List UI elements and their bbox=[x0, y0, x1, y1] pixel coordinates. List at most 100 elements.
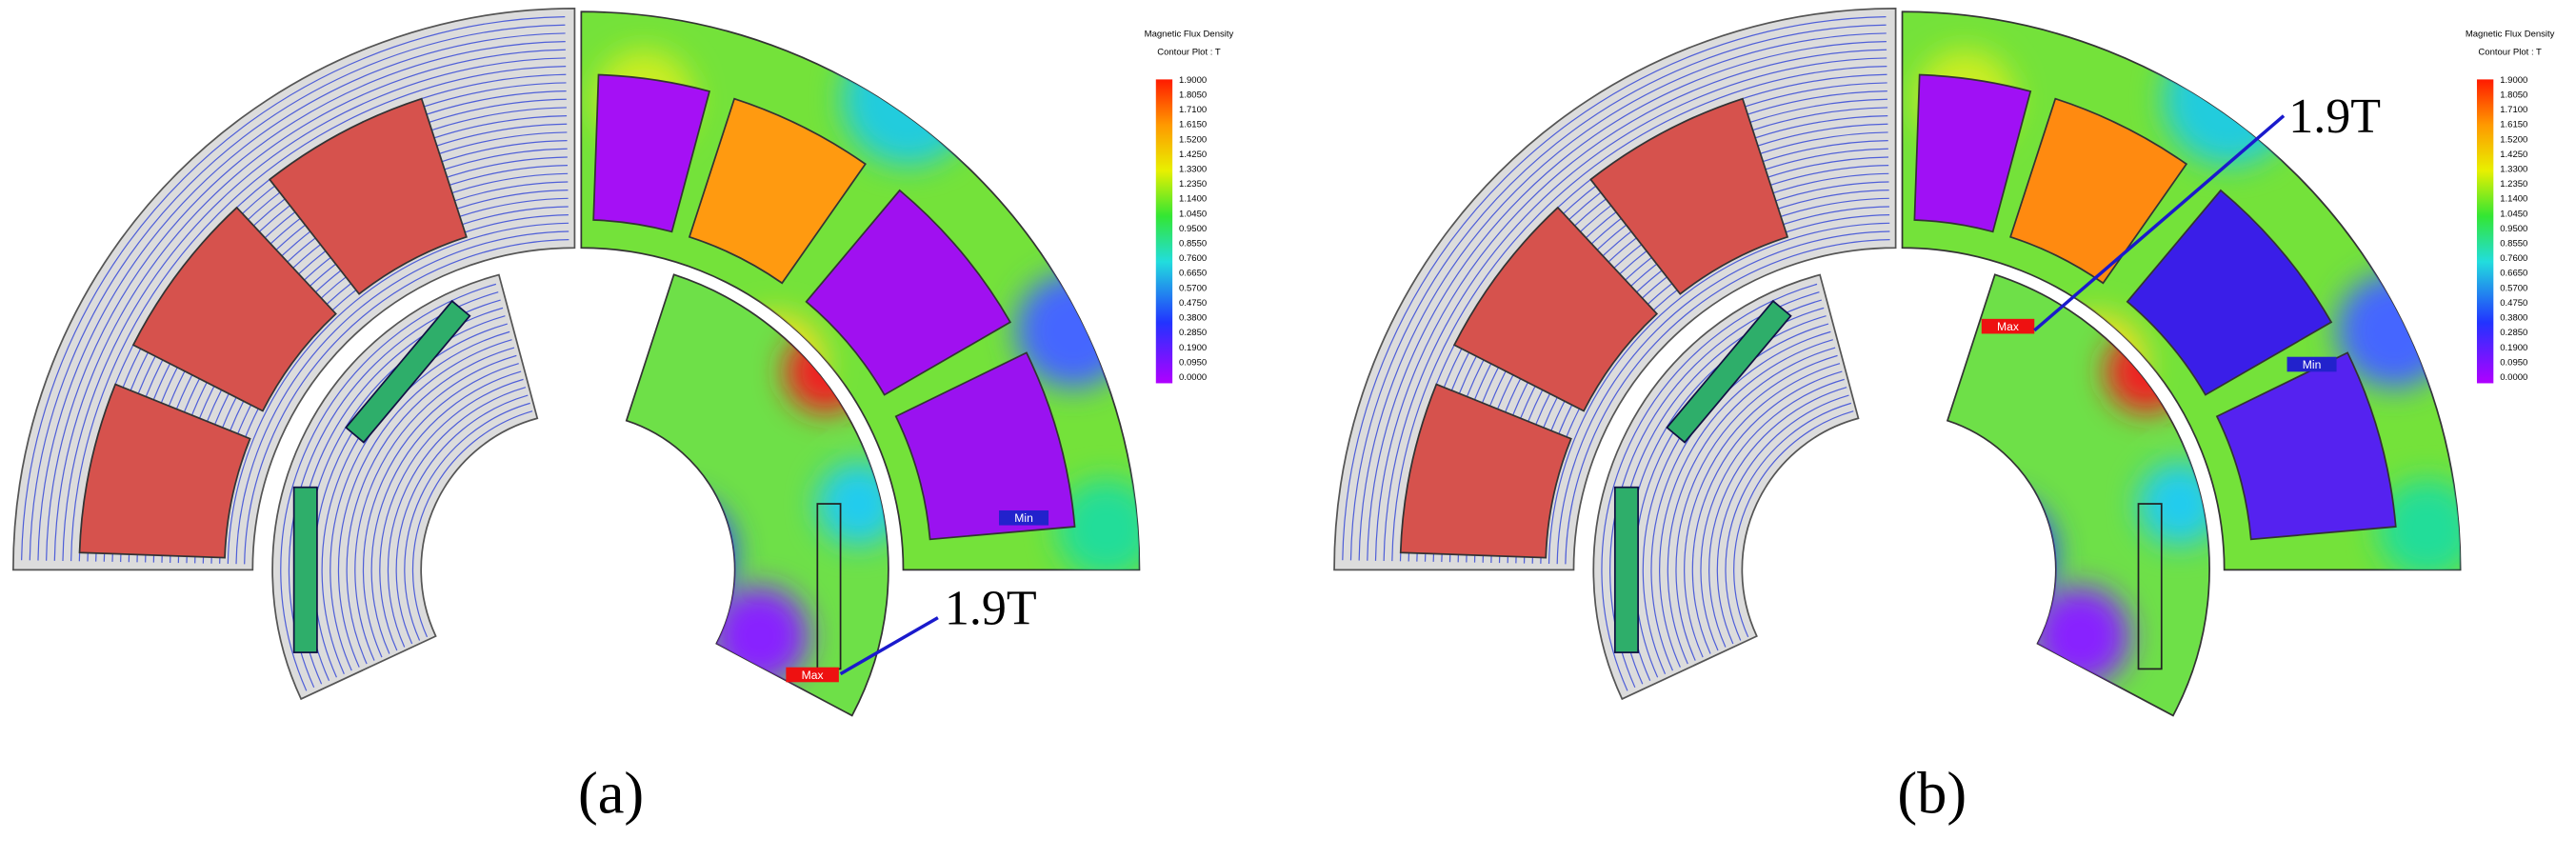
legend-tick: 1.8050 bbox=[2500, 90, 2527, 100]
flux-line bbox=[346, 347, 515, 665]
legend-tick: 1.2350 bbox=[1179, 179, 1207, 190]
max-box bbox=[786, 667, 839, 683]
flux-line bbox=[1700, 378, 1845, 651]
flux-line bbox=[235, 230, 569, 565]
legend-tick: 0.0950 bbox=[2500, 357, 2527, 368]
legend-title: Magnetic Flux Density bbox=[2466, 29, 2555, 39]
colorbar bbox=[2476, 79, 2494, 384]
max-label: Max bbox=[802, 669, 824, 682]
coil bbox=[1589, 97, 1789, 295]
flux-line bbox=[1667, 347, 1836, 665]
coil bbox=[805, 189, 1012, 396]
legend-tick: 0.5700 bbox=[2500, 283, 2527, 293]
flux-line bbox=[321, 323, 508, 674]
flux-line bbox=[329, 330, 510, 671]
legend-tick: 1.4250 bbox=[2500, 150, 2527, 160]
coil bbox=[592, 73, 711, 233]
legend-tick: 1.5200 bbox=[2500, 134, 2527, 145]
legend-tick: 0.2850 bbox=[2500, 328, 2527, 338]
flux-line bbox=[1383, 57, 1887, 562]
flux-line bbox=[1675, 354, 1838, 661]
magnet bbox=[1613, 486, 1639, 653]
min-label: Min bbox=[1014, 511, 1033, 525]
legend-tick: 1.0450 bbox=[1179, 209, 1207, 219]
legend-tick: 0.0000 bbox=[2500, 372, 2527, 383]
coil bbox=[894, 351, 1076, 541]
panel: Max Min 1.9T Magnetic Flux Density Contour P… bbox=[1333, 7, 2555, 826]
legend-tick: 0.1900 bbox=[1179, 343, 1207, 353]
flux-line bbox=[1391, 65, 1887, 562]
legend-tick: 0.7600 bbox=[2500, 253, 2527, 264]
flux-line bbox=[404, 402, 530, 641]
coil bbox=[268, 97, 468, 295]
legend-subtitle: Contour Plot : T bbox=[1157, 47, 1221, 57]
magnet bbox=[1666, 299, 1792, 444]
flux-line bbox=[1349, 24, 1887, 561]
flux-line bbox=[370, 370, 522, 654]
legend-tick: 0.0000 bbox=[1179, 372, 1207, 383]
flux-line bbox=[387, 387, 527, 648]
legend-tick: 1.3300 bbox=[2500, 165, 2527, 175]
flux-line bbox=[53, 49, 566, 561]
legend-tick: 1.5200 bbox=[1179, 134, 1207, 145]
legend-tick: 1.6150 bbox=[2500, 120, 2527, 130]
legend-tick: 1.1400 bbox=[2500, 194, 2527, 205]
legend-tick: 0.4750 bbox=[2500, 298, 2527, 309]
flux-line bbox=[1708, 387, 1847, 648]
legend-tick: 0.3800 bbox=[1179, 313, 1207, 324]
panel-label: (b) bbox=[1897, 759, 1967, 826]
flux-line bbox=[1684, 363, 1841, 658]
annotation-line bbox=[839, 616, 939, 676]
flux-line bbox=[37, 32, 566, 561]
contour-patch bbox=[2163, 32, 2296, 166]
legend-tick: 0.8550 bbox=[2500, 239, 2527, 250]
legend-tick: 1.8050 bbox=[1179, 90, 1207, 100]
legend-tick: 1.7100 bbox=[1179, 105, 1207, 115]
flux-line bbox=[1358, 32, 1887, 561]
flux-line bbox=[1609, 291, 1820, 689]
flux-line bbox=[1367, 40, 1887, 561]
flux-line bbox=[1342, 15, 1887, 561]
legend-tick: 0.3800 bbox=[2500, 313, 2527, 324]
contour-patch bbox=[2030, 586, 2130, 686]
coil bbox=[2009, 97, 2188, 285]
flux-line bbox=[1659, 339, 1833, 668]
flux-line bbox=[29, 24, 566, 561]
legend-tick: 1.1400 bbox=[1179, 194, 1207, 205]
flux-line bbox=[1716, 394, 1849, 645]
legend-tick: 1.9000 bbox=[1179, 75, 1207, 86]
contour-patch bbox=[1947, 495, 2056, 611]
annotation: 1.9T bbox=[945, 582, 1037, 636]
annotation-line bbox=[2033, 114, 2286, 332]
flux-line bbox=[1642, 323, 1829, 674]
flux-line bbox=[288, 291, 499, 689]
legend-tick: 0.9500 bbox=[1179, 224, 1207, 234]
flux-line bbox=[21, 15, 566, 561]
magnet bbox=[2137, 503, 2163, 670]
legend-tick: 0.0950 bbox=[1179, 357, 1207, 368]
flux-line bbox=[1601, 283, 1818, 691]
flux-line bbox=[337, 339, 512, 668]
annotation: 1.9T bbox=[2288, 90, 2381, 144]
coil bbox=[1913, 73, 2032, 233]
coil bbox=[2126, 189, 2333, 396]
legend-tick: 1.3300 bbox=[1179, 165, 1207, 175]
flux-line bbox=[1374, 49, 1887, 561]
flux-line bbox=[70, 65, 567, 562]
legend-tick: 1.0450 bbox=[2500, 209, 2527, 219]
flux-line bbox=[1725, 402, 1852, 641]
flux-line bbox=[62, 57, 567, 562]
panel-label: (a) bbox=[578, 759, 644, 826]
legend-tick: 0.2850 bbox=[1179, 328, 1207, 338]
legend-tick: 1.7100 bbox=[2500, 105, 2527, 115]
flux-line bbox=[227, 222, 569, 565]
flux-line bbox=[280, 283, 497, 691]
min-label: Min bbox=[2303, 358, 2322, 371]
magnet bbox=[292, 486, 318, 653]
min-box bbox=[999, 509, 1049, 526]
flux-line bbox=[395, 394, 529, 645]
contour-patch bbox=[2377, 479, 2461, 570]
flux-line bbox=[362, 363, 519, 658]
legend-tick: 0.7600 bbox=[1179, 253, 1207, 264]
